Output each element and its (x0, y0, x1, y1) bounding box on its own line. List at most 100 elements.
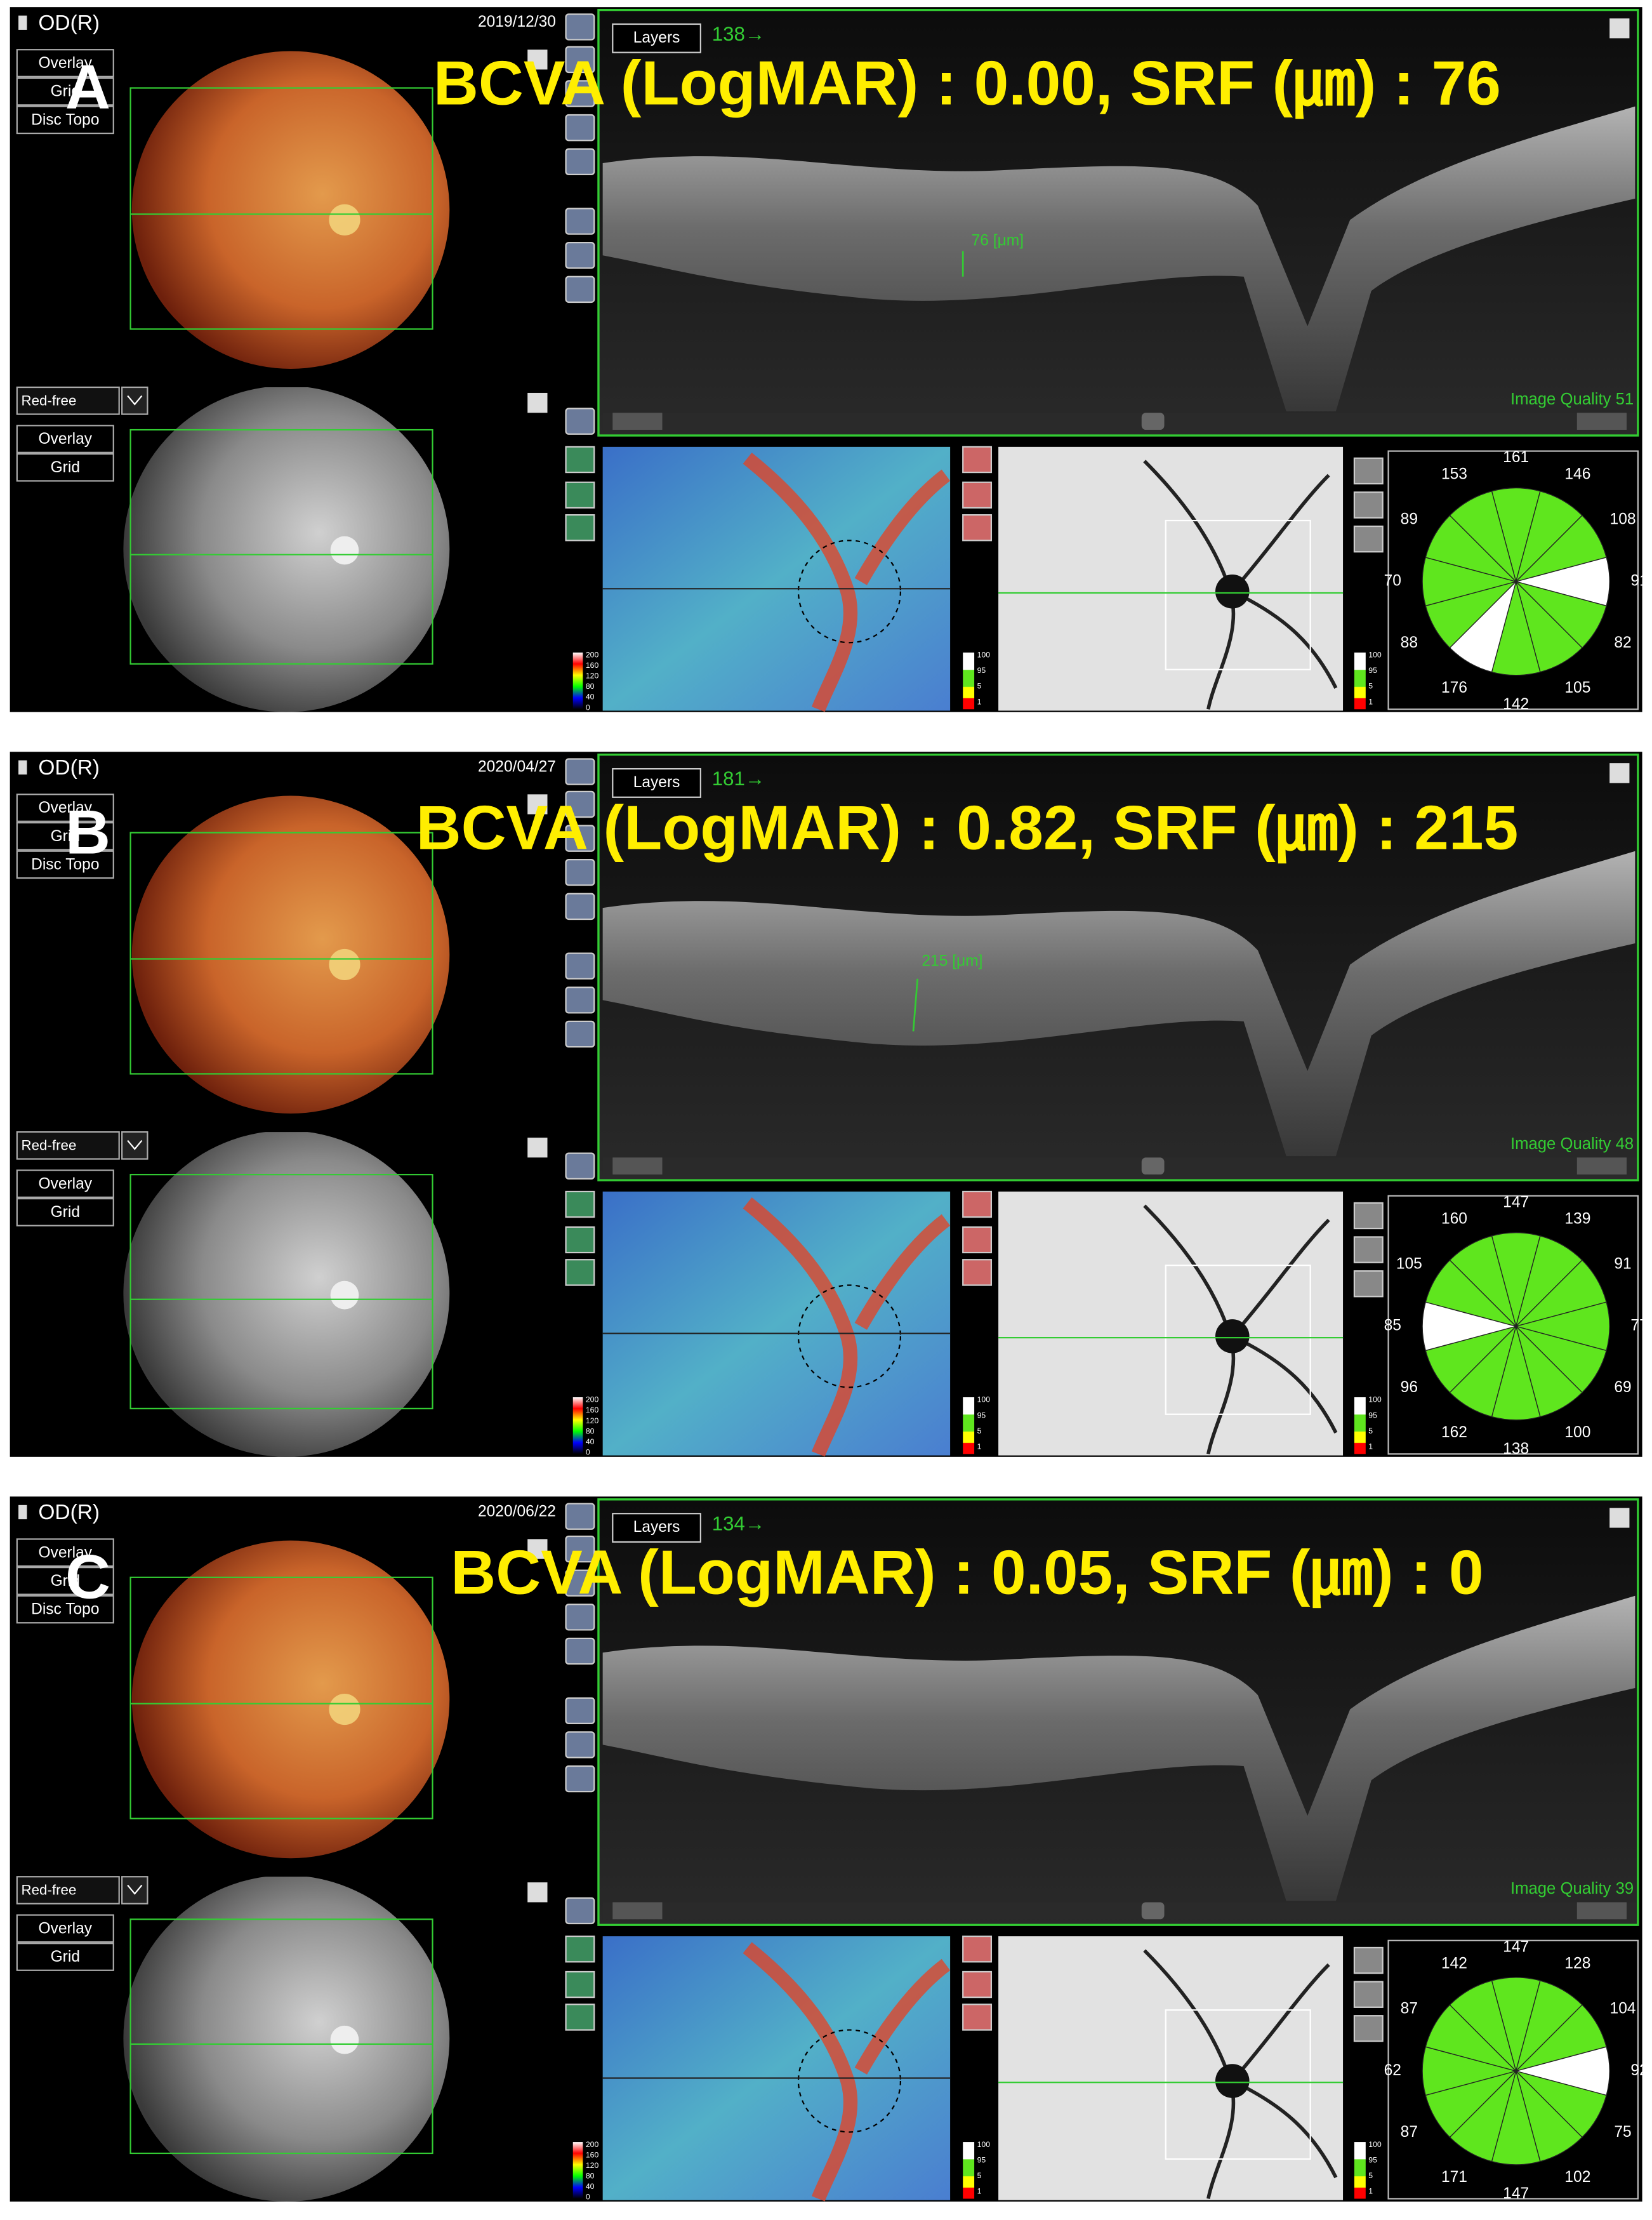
button-label[interactable]: Overlay (38, 1544, 92, 1561)
tool-icon[interactable] (565, 1971, 595, 1998)
tool-icon[interactable] (962, 1935, 993, 1963)
button-label[interactable]: Disc Topo (31, 1601, 99, 1618)
scroll-thumb[interactable] (1141, 1157, 1165, 1175)
layers-button[interactable] (612, 1513, 701, 1543)
tool-icon[interactable] (1353, 1236, 1384, 1263)
button-label[interactable]: Grid (51, 1572, 80, 1590)
tool-icon[interactable] (565, 148, 595, 175)
tool-icon[interactable] (962, 1226, 993, 1254)
tool-icon[interactable] (1353, 2015, 1384, 2042)
button-label[interactable]: Disc Topo (31, 111, 99, 128)
button-label[interactable]: Grid (51, 459, 80, 476)
layers-label[interactable]: Layers (633, 29, 680, 46)
tool-icon[interactable] (565, 758, 595, 785)
tool-icon[interactable] (565, 825, 595, 852)
filter-dropdown[interactable] (16, 1131, 120, 1160)
tool-icon[interactable] (565, 13, 595, 41)
tool-icon[interactable] (565, 408, 595, 435)
button-label[interactable]: Overlay (38, 430, 92, 448)
button-label[interactable]: Grid (51, 828, 80, 845)
tool-icon[interactable] (565, 1697, 595, 1725)
tool-icon[interactable] (565, 1503, 595, 1530)
tool-icon[interactable] (565, 1020, 595, 1048)
tool-icon[interactable] (962, 1190, 993, 1218)
tool-icon[interactable] (565, 1259, 595, 1286)
button[interactable] (16, 77, 114, 106)
tool-icon[interactable] (1353, 1981, 1384, 2008)
tool-icon[interactable] (565, 1731, 595, 1758)
scroll-right[interactable] (1576, 413, 1627, 430)
tool-icon[interactable] (565, 1637, 595, 1665)
button-label[interactable]: Grid (51, 83, 80, 100)
filter-label[interactable]: Red-free (22, 1882, 77, 1898)
tool-icon[interactable] (962, 1971, 993, 1998)
button[interactable] (16, 1943, 114, 1971)
filter-dropdown[interactable] (16, 1876, 120, 1904)
button[interactable] (16, 1914, 114, 1943)
tool-icon[interactable] (565, 858, 595, 886)
scroll-thumb[interactable] (1141, 413, 1165, 430)
button[interactable] (16, 821, 114, 851)
scroll-right[interactable] (1576, 1157, 1627, 1175)
tool-icon[interactable] (565, 1152, 595, 1180)
tool-icon[interactable] (1353, 1202, 1384, 1230)
scroll-left[interactable] (612, 1902, 663, 1920)
tool-icon[interactable] (565, 241, 595, 269)
scroll-left[interactable] (612, 1157, 663, 1175)
layers-label[interactable]: Layers (633, 1519, 680, 1536)
tool-icon[interactable] (565, 481, 595, 509)
tool-icon[interactable] (1353, 1946, 1384, 1974)
filter-dropdown[interactable] (16, 386, 120, 415)
tool-icon[interactable] (565, 46, 595, 74)
tool-icon[interactable] (962, 446, 993, 474)
tool-icon[interactable] (565, 276, 595, 303)
tool-icon[interactable] (962, 2004, 993, 2031)
button-label[interactable]: Grid (51, 1948, 80, 1965)
tool-icon[interactable] (565, 952, 595, 980)
layers-button[interactable] (612, 768, 701, 798)
tool-icon[interactable] (565, 1897, 595, 1925)
button[interactable] (16, 1538, 114, 1567)
button[interactable] (16, 850, 114, 879)
button[interactable] (16, 105, 114, 135)
tool-icon[interactable] (565, 80, 595, 107)
layers-label[interactable]: Layers (633, 774, 680, 791)
tool-icon[interactable] (962, 1259, 993, 1286)
tool-icon[interactable] (1353, 525, 1384, 553)
button[interactable] (16, 49, 114, 77)
tool-icon[interactable] (1353, 1270, 1384, 1298)
scroll-thumb[interactable] (1141, 1902, 1165, 1920)
dropdown-arrow[interactable] (121, 1876, 149, 1904)
button-label[interactable]: Grid (51, 1204, 80, 1221)
scroll-right[interactable] (1576, 1902, 1627, 1920)
tool-icon[interactable] (565, 514, 595, 542)
tool-icon[interactable] (565, 1226, 595, 1254)
tool-icon[interactable] (565, 1569, 595, 1597)
tool-icon[interactable] (565, 114, 595, 142)
tool-icon[interactable] (1353, 457, 1384, 485)
button-label[interactable]: Overlay (38, 799, 92, 816)
tool-icon[interactable] (565, 790, 595, 818)
button-label[interactable]: Overlay (38, 55, 92, 72)
button[interactable] (16, 425, 114, 453)
tool-icon[interactable] (565, 987, 595, 1014)
button[interactable] (16, 794, 114, 822)
filter-label[interactable]: Red-free (22, 1137, 77, 1153)
dropdown-arrow[interactable] (121, 1131, 149, 1160)
tool-icon[interactable] (962, 514, 993, 542)
button-label[interactable]: Disc Topo (31, 856, 99, 874)
dropdown-arrow[interactable] (121, 386, 149, 415)
tool-icon[interactable] (565, 208, 595, 235)
tool-icon[interactable] (565, 1604, 595, 1631)
tool-icon[interactable] (565, 446, 595, 474)
tool-icon[interactable] (565, 2004, 595, 2031)
tool-icon[interactable] (962, 481, 993, 509)
button[interactable] (16, 1595, 114, 1624)
tool-icon[interactable] (565, 1935, 595, 1963)
button-label[interactable]: Overlay (38, 1175, 92, 1192)
tool-icon[interactable] (565, 893, 595, 921)
layers-button[interactable] (612, 23, 701, 53)
button[interactable] (16, 453, 114, 482)
filter-label[interactable]: Red-free (22, 392, 77, 408)
tool-icon[interactable] (565, 1535, 595, 1563)
